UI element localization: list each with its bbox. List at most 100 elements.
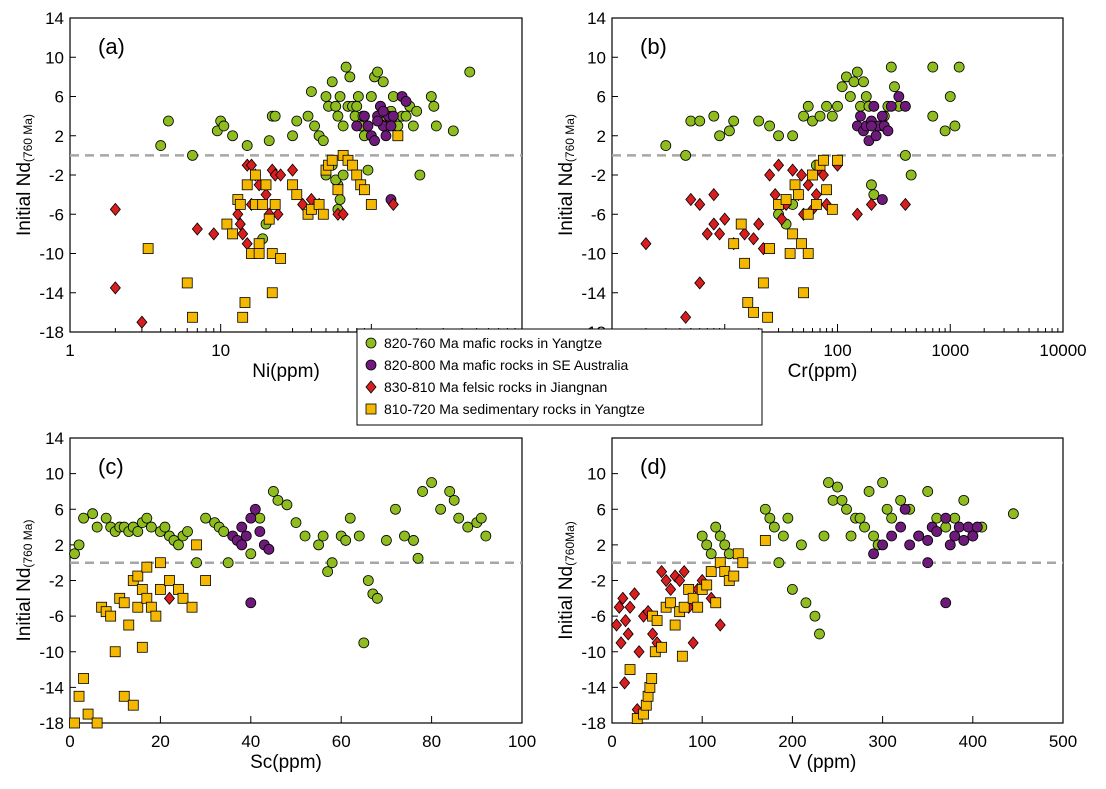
- data-point: [123, 619, 135, 631]
- data-point: [665, 582, 677, 597]
- panel-label: (d): [640, 454, 667, 479]
- data-point: [710, 597, 722, 609]
- y-tick-label: -2: [49, 572, 64, 591]
- x-tick-label: 40: [241, 732, 260, 751]
- data-point: [412, 552, 424, 564]
- y-tick-label: 6: [55, 500, 64, 519]
- x-tick-label: 100: [823, 341, 851, 360]
- data-point: [792, 189, 804, 201]
- x-axis-label: Cr(ppm): [788, 361, 858, 382]
- series-yangtze_mafic: [69, 477, 492, 649]
- data-point: [780, 194, 792, 205]
- data-point: [802, 208, 814, 220]
- data-point: [414, 169, 426, 181]
- legend-label: 820-760 Ma mafic rocks in Yangtze: [384, 335, 602, 351]
- data-point: [895, 494, 907, 506]
- data-point: [352, 91, 364, 102]
- data-point: [764, 512, 776, 524]
- data-point: [453, 512, 465, 524]
- series-yangtze_mafic: [660, 61, 965, 230]
- panel-label: (c): [98, 454, 124, 479]
- data-point: [362, 164, 374, 176]
- data-point: [340, 535, 352, 546]
- data-point: [480, 530, 492, 542]
- data-point: [142, 243, 154, 254]
- series-yangtze_sedimentary: [142, 130, 404, 323]
- y-tick-label: -18: [39, 714, 64, 733]
- y-tick-label: 10: [587, 465, 606, 484]
- data-point: [841, 503, 852, 515]
- legend-label: 830-810 Ma felsic rocks in Jiangnan: [384, 379, 607, 395]
- data-point: [811, 199, 822, 210]
- legend-marker: [365, 380, 377, 394]
- data-point: [953, 61, 965, 73]
- data-point: [302, 110, 314, 122]
- data-point: [836, 494, 848, 506]
- data-point: [145, 601, 157, 613]
- data-point: [904, 539, 916, 551]
- data-point: [800, 597, 812, 609]
- data-point: [351, 120, 363, 132]
- data-point: [257, 199, 269, 210]
- data-point: [385, 120, 397, 132]
- legend-item: 810-720 Ma sedimentary rocks in Yangtze: [365, 401, 645, 417]
- data-point: [326, 557, 338, 569]
- x-tick-label: 100: [688, 732, 716, 751]
- panel-label: (b): [640, 34, 667, 59]
- data-point: [291, 115, 303, 127]
- y-tick-label: 6: [597, 88, 606, 107]
- data-point: [430, 120, 442, 132]
- data-point: [866, 179, 877, 191]
- data-point: [719, 566, 731, 577]
- data-point: [154, 557, 166, 569]
- data-point: [291, 189, 303, 201]
- data-point: [317, 530, 329, 542]
- x-tick-label: 200: [778, 732, 806, 751]
- data-point: [447, 125, 459, 137]
- data-point: [263, 135, 275, 147]
- data-point: [200, 512, 212, 524]
- data-point: [475, 512, 487, 524]
- data-point: [267, 486, 279, 497]
- data-point: [334, 91, 346, 102]
- y-tick-label: -14: [581, 678, 606, 697]
- data-point: [866, 120, 877, 132]
- data-point: [665, 597, 677, 609]
- data-point: [818, 154, 829, 166]
- x-tick-label: 500: [1049, 732, 1077, 751]
- data-point: [949, 120, 961, 132]
- data-point: [710, 521, 722, 533]
- data-point: [714, 130, 725, 142]
- data-point: [782, 512, 794, 524]
- data-point: [234, 199, 246, 210]
- data-point: [705, 566, 717, 577]
- data-point: [380, 535, 392, 546]
- data-point: [809, 610, 821, 622]
- data-point: [337, 120, 349, 132]
- y-tick-label: -6: [49, 205, 64, 224]
- data-point: [337, 169, 349, 181]
- x-tick-label: 80: [422, 732, 441, 751]
- data-point: [931, 526, 943, 537]
- data-point: [91, 717, 103, 729]
- x-axis-label: Ni(ppm): [252, 361, 320, 382]
- data-point: [817, 168, 829, 182]
- data-point: [613, 600, 625, 614]
- data-point: [141, 512, 153, 524]
- data-point: [922, 557, 934, 569]
- data-point: [1007, 508, 1019, 520]
- data-point: [411, 105, 423, 117]
- series-se_australia: [868, 503, 983, 609]
- x-axis-label: V (ppm): [789, 752, 857, 773]
- data-point: [714, 557, 726, 569]
- data-point: [638, 708, 649, 720]
- data-point: [832, 100, 843, 112]
- data-point: [814, 628, 825, 640]
- data-point: [685, 115, 697, 127]
- data-point: [387, 197, 399, 212]
- data-point: [372, 66, 383, 78]
- data-point: [949, 530, 961, 542]
- data-point: [387, 110, 399, 122]
- data-point: [714, 530, 726, 542]
- y-tick-label: -10: [39, 245, 64, 264]
